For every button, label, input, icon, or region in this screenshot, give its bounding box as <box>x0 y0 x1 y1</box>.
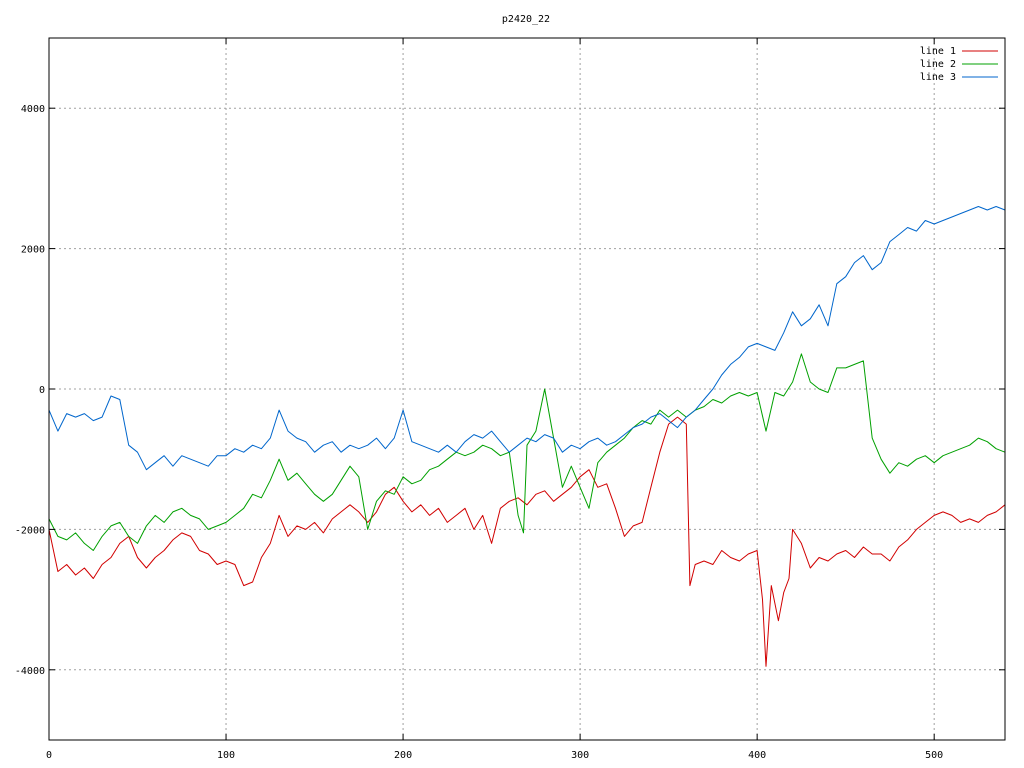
chart-title: p2420_22 <box>502 14 550 25</box>
legend-label-3: line 3 <box>920 72 956 83</box>
y-tick-label: 0 <box>39 385 45 396</box>
x-tick-label: 400 <box>748 750 766 761</box>
y-tick-label: 4000 <box>21 104 45 115</box>
series-line-2 <box>48 353 1006 551</box>
series-line-3 <box>48 206 1006 471</box>
y-tick-label: -4000 <box>15 666 45 677</box>
series-line-1 <box>48 416 1006 667</box>
x-tick-label: 100 <box>217 750 235 761</box>
axis-ticks: 0 100 200 300 400 500 -4000 -2000 0 2000 4000 <box>15 38 1005 761</box>
x-tick-label: 300 <box>571 750 589 761</box>
x-tick-label: 0 <box>46 750 52 761</box>
legend-label-1: line 1 <box>920 46 956 57</box>
x-tick-label: 500 <box>925 750 943 761</box>
legend: line 1 line 2 line 3 <box>920 46 998 83</box>
legend-label-2: line 2 <box>920 59 956 70</box>
x-tick-label: 200 <box>394 750 412 761</box>
series-group <box>48 206 1006 667</box>
grid <box>49 38 1005 740</box>
y-tick-label: -2000 <box>15 525 45 536</box>
y-tick-label: 2000 <box>21 245 45 256</box>
